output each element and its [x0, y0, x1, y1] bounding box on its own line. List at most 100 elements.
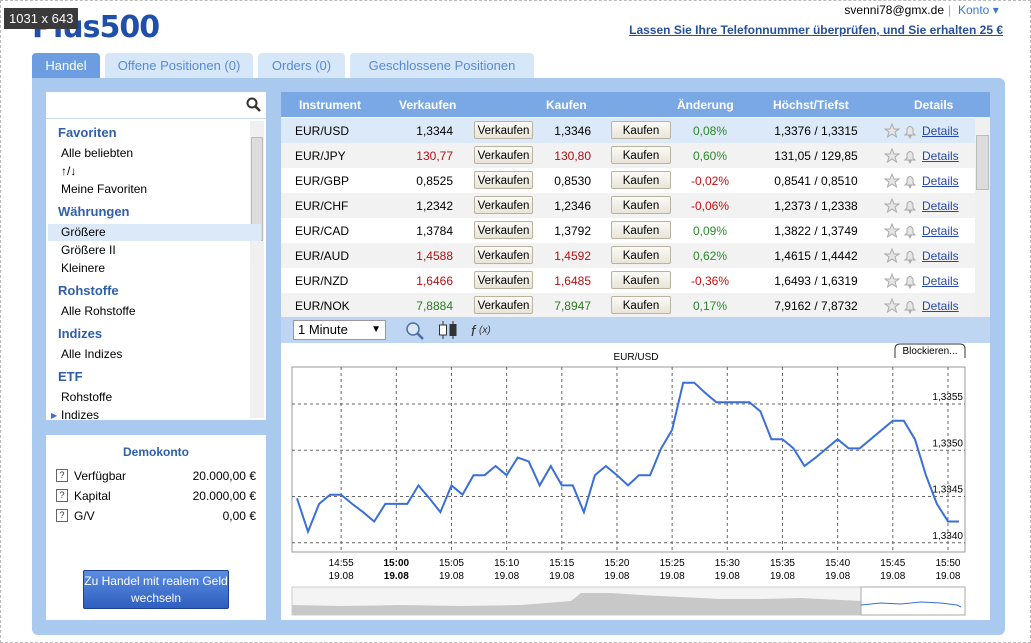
block-button[interactable]: Blockieren...	[902, 346, 957, 357]
row-icons[interactable]	[884, 121, 920, 141]
details-link[interactable]: Details	[922, 299, 959, 313]
sell-button[interactable]: Verkaufen	[474, 121, 533, 139]
row-icons[interactable]	[884, 221, 920, 241]
group-item[interactable]: Alle Indizes	[48, 346, 261, 363]
buy-button[interactable]: Kaufen	[611, 121, 671, 139]
group-item-label[interactable]: Alle beliebten	[61, 146, 134, 160]
account-menu-label[interactable]: Konto	[958, 3, 990, 17]
table-row[interactable]: EUR/NZD 1,6466 Verkaufen 1,6485 Kaufen -0,36%…	[281, 268, 975, 293]
table-row[interactable]: EUR/USD 1,3344 Verkaufen 1,3346 Kaufen 0,08% 1…	[281, 118, 975, 143]
group-item-label[interactable]: Alle Indizes	[61, 347, 123, 361]
buy-button[interactable]: Kaufen	[611, 246, 671, 264]
phone-notice[interactable]: Lassen Sie Ihre Telefonnummer überprüfen…	[629, 23, 1003, 37]
buy-button[interactable]: Kaufen	[611, 296, 671, 314]
alert-bell[interactable]	[903, 126, 917, 140]
search-box[interactable]	[46, 92, 266, 119]
account-menu[interactable]: Konto ▾	[958, 3, 999, 17]
alert-bell[interactable]	[903, 276, 917, 290]
sell-button[interactable]: Verkaufen	[474, 221, 533, 239]
favorite-star[interactable]	[884, 222, 901, 239]
row-icons[interactable]	[884, 271, 920, 291]
alert-bell[interactable]	[903, 251, 917, 265]
table-row[interactable]: EUR/JPY 130,77 Verkaufen 130,80 Kaufen 0,60% 1…	[281, 143, 975, 168]
group-title[interactable]: ETF	[58, 369, 83, 384]
sell-button[interactable]: Verkaufen	[474, 196, 533, 214]
real-money-button[interactable]: Zu Handel mit realem Geld wechseln	[83, 570, 229, 609]
group-item[interactable]: ↑/↓	[48, 163, 261, 180]
buy-button[interactable]: Kaufen	[611, 271, 671, 289]
group-item-label[interactable]: Kleinere	[61, 261, 106, 275]
details-link[interactable]: Details	[922, 124, 959, 138]
navigator-window[interactable]	[860, 586, 966, 616]
table-row[interactable]: EUR/GBP 0,8525 Verkaufen 0,8530 Kaufen -0,02%…	[281, 168, 975, 193]
timeframe-select[interactable]: 1 Minute ▼	[293, 320, 386, 340]
scrollbar[interactable]	[250, 121, 264, 418]
details-link[interactable]: Details	[922, 249, 959, 263]
row-icons[interactable]	[884, 296, 920, 316]
toolbar-icons[interactable]: f (x)	[401, 319, 501, 341]
group-item-label[interactable]: Größere II	[61, 243, 116, 257]
row-icons[interactable]	[884, 196, 920, 216]
row-icons[interactable]	[884, 146, 920, 166]
details-link[interactable]: Details	[922, 199, 959, 213]
favorite-star[interactable]	[884, 272, 901, 289]
favorite-star[interactable]	[884, 197, 901, 214]
favorite-star[interactable]	[884, 122, 901, 139]
favorite-star[interactable]	[884, 147, 901, 164]
alert-bell[interactable]	[903, 226, 917, 240]
tab[interactable]: Handel	[32, 53, 100, 78]
group-item[interactable]: Rohstoffe	[48, 389, 261, 406]
buy-button[interactable]: Kaufen	[611, 146, 671, 164]
tab[interactable]: Orders (0)	[258, 53, 345, 78]
buy-button[interactable]: Kaufen	[611, 196, 671, 214]
table-scrollbar[interactable]	[975, 117, 990, 317]
group-item[interactable]: ▶ Indizes	[48, 407, 261, 424]
table-row[interactable]: EUR/AUD 1,4588 Verkaufen 1,4592 Kaufen 0,62% 1…	[281, 243, 975, 268]
favorite-star[interactable]	[884, 172, 901, 189]
details-link[interactable]: Details	[922, 274, 959, 288]
tab[interactable]: Offene Positionen (0)	[105, 53, 253, 78]
tab[interactable]: Geschlossene Positionen	[350, 53, 534, 78]
group-title[interactable]: Indizes	[58, 326, 103, 341]
group-item-label[interactable]: Indizes	[61, 408, 100, 422]
group-item-label[interactable]: Meine Favoriten	[61, 182, 148, 196]
favorite-star[interactable]	[884, 247, 901, 264]
alert-bell[interactable]	[903, 176, 917, 190]
details-link[interactable]: Details	[922, 174, 959, 188]
buy-button[interactable]: Kaufen	[611, 221, 671, 239]
group-item[interactable]: Alle Rohstoffe	[48, 303, 261, 320]
details-link[interactable]: Details	[922, 224, 959, 238]
group-item-label[interactable]: Alle Rohstoffe	[61, 304, 136, 318]
expand-arrow[interactable]: ▶	[51, 411, 58, 420]
sell-button[interactable]: Verkaufen	[474, 246, 533, 264]
block-button-frame[interactable]	[894, 343, 966, 358]
details-link[interactable]: Details	[922, 149, 959, 163]
table-row[interactable]: EUR/CAD 1,3784 Verkaufen 1,3792 Kaufen 0,09% 1…	[281, 218, 975, 243]
group-item[interactable]: Größere II	[48, 242, 261, 259]
sell-button[interactable]: Verkaufen	[474, 146, 533, 164]
alert-bell[interactable]	[903, 201, 917, 215]
alert-bell[interactable]	[903, 151, 917, 165]
row-icons[interactable]	[884, 171, 920, 191]
search-icon[interactable]	[246, 97, 262, 113]
favorite-star[interactable]	[884, 297, 901, 314]
group-title[interactable]: Favoriten	[58, 125, 117, 140]
group-item[interactable]: Größere	[48, 224, 261, 241]
dropdown-arrow[interactable]: ▼	[371, 324, 381, 335]
group-item-label[interactable]: Größere	[61, 225, 106, 239]
timeframe-label[interactable]: 1 Minute	[298, 322, 348, 337]
group-title[interactable]: Rohstoffe	[58, 283, 119, 298]
alert-bell[interactable]	[903, 301, 917, 315]
scroll-thumb[interactable]	[976, 135, 989, 190]
group-item[interactable]: Meine Favoriten	[48, 181, 261, 198]
group-item-label[interactable]: Rohstoffe	[61, 390, 113, 404]
row-icons[interactable]	[884, 246, 920, 266]
group-title[interactable]: Währungen	[58, 204, 130, 219]
group-item-label[interactable]: ↑/↓	[61, 164, 77, 178]
group-item[interactable]: Kleinere	[48, 260, 261, 277]
buy-button[interactable]: Kaufen	[611, 171, 671, 189]
group-item[interactable]: Alle beliebten	[48, 145, 261, 162]
sell-button[interactable]: Verkaufen	[474, 271, 533, 289]
sell-button[interactable]: Verkaufen	[474, 171, 533, 189]
table-row[interactable]: EUR/CHF 1,2342 Verkaufen 1,2346 Kaufen -0,06%…	[281, 193, 975, 218]
